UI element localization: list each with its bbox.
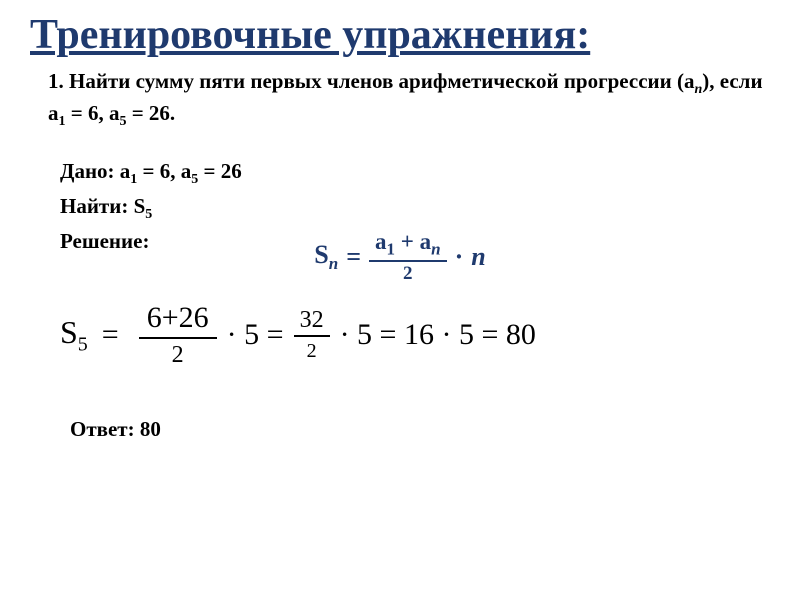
given-a5-val: = 26 [198, 159, 241, 183]
find-label: Найти: [60, 194, 134, 218]
formula-n: n [471, 242, 485, 272]
formula-plus: + a [395, 229, 431, 254]
sol-s: S [60, 314, 78, 350]
solution-line: S5 = 6+26 2 · 5 = 32 2 · 5 = 16 · 5 = 80 [60, 303, 770, 367]
answer-value: 80 [140, 417, 161, 441]
page-title: Тренировочные упражнения: [30, 12, 770, 58]
sol-frac2-bot: 2 [307, 337, 317, 361]
formula-an-sub: n [431, 240, 440, 259]
sol-frac1-bot: 2 [172, 339, 184, 367]
sol-s5-sub: 5 [78, 333, 88, 355]
formula-sn: Sn [314, 240, 338, 274]
sol-s5: S5 [60, 314, 88, 356]
given-a1-val: = 6, [137, 159, 180, 183]
problem-mid2: = 6, а [66, 101, 120, 125]
problem-suffix: = 26. [126, 101, 175, 125]
formula-eq: = [346, 242, 361, 272]
find-line: Найти: S5 [60, 194, 770, 223]
sol-frac2: 32 2 [294, 308, 330, 361]
sol-eq1: = [102, 318, 119, 352]
formula-mult: · [455, 242, 464, 272]
find-s: S [134, 194, 146, 218]
find-s-sub: 5 [145, 207, 152, 222]
sol-mult2: · 5 = 16 · 5 = 80 [340, 318, 536, 352]
formula-fraction-bottom: 2 [403, 262, 413, 283]
problem-prefix: 1. Найти сумму пяти первых членов арифме… [48, 69, 694, 93]
problem-statement: 1. Найти сумму пяти первых членов арифме… [48, 68, 770, 131]
formula-a1: a [375, 229, 387, 254]
sol-frac2-top: 32 [294, 308, 330, 337]
answer-label: Ответ: [70, 417, 140, 441]
given-line: Дано: а1 = 6, а5 = 26 [60, 159, 770, 188]
given-label: Дано: [60, 159, 120, 183]
formula-fraction-top: a1 + an [369, 230, 447, 262]
sol-frac1: 6+26 2 [139, 303, 217, 367]
sol-mult1: · 5 = [227, 318, 284, 352]
formula: Sn = a1 + an 2 · n [314, 230, 485, 283]
formula-sn-sub: n [329, 254, 338, 273]
problem-sub-1: 1 [59, 114, 66, 129]
formula-a1-sub: 1 [387, 240, 396, 259]
sol-frac1-top: 6+26 [139, 303, 217, 339]
formula-s: S [314, 240, 328, 269]
formula-fraction: a1 + an 2 [369, 230, 447, 283]
given-a1: а [120, 159, 131, 183]
given-a5: а [181, 159, 192, 183]
answer: Ответ: 80 [70, 417, 770, 442]
